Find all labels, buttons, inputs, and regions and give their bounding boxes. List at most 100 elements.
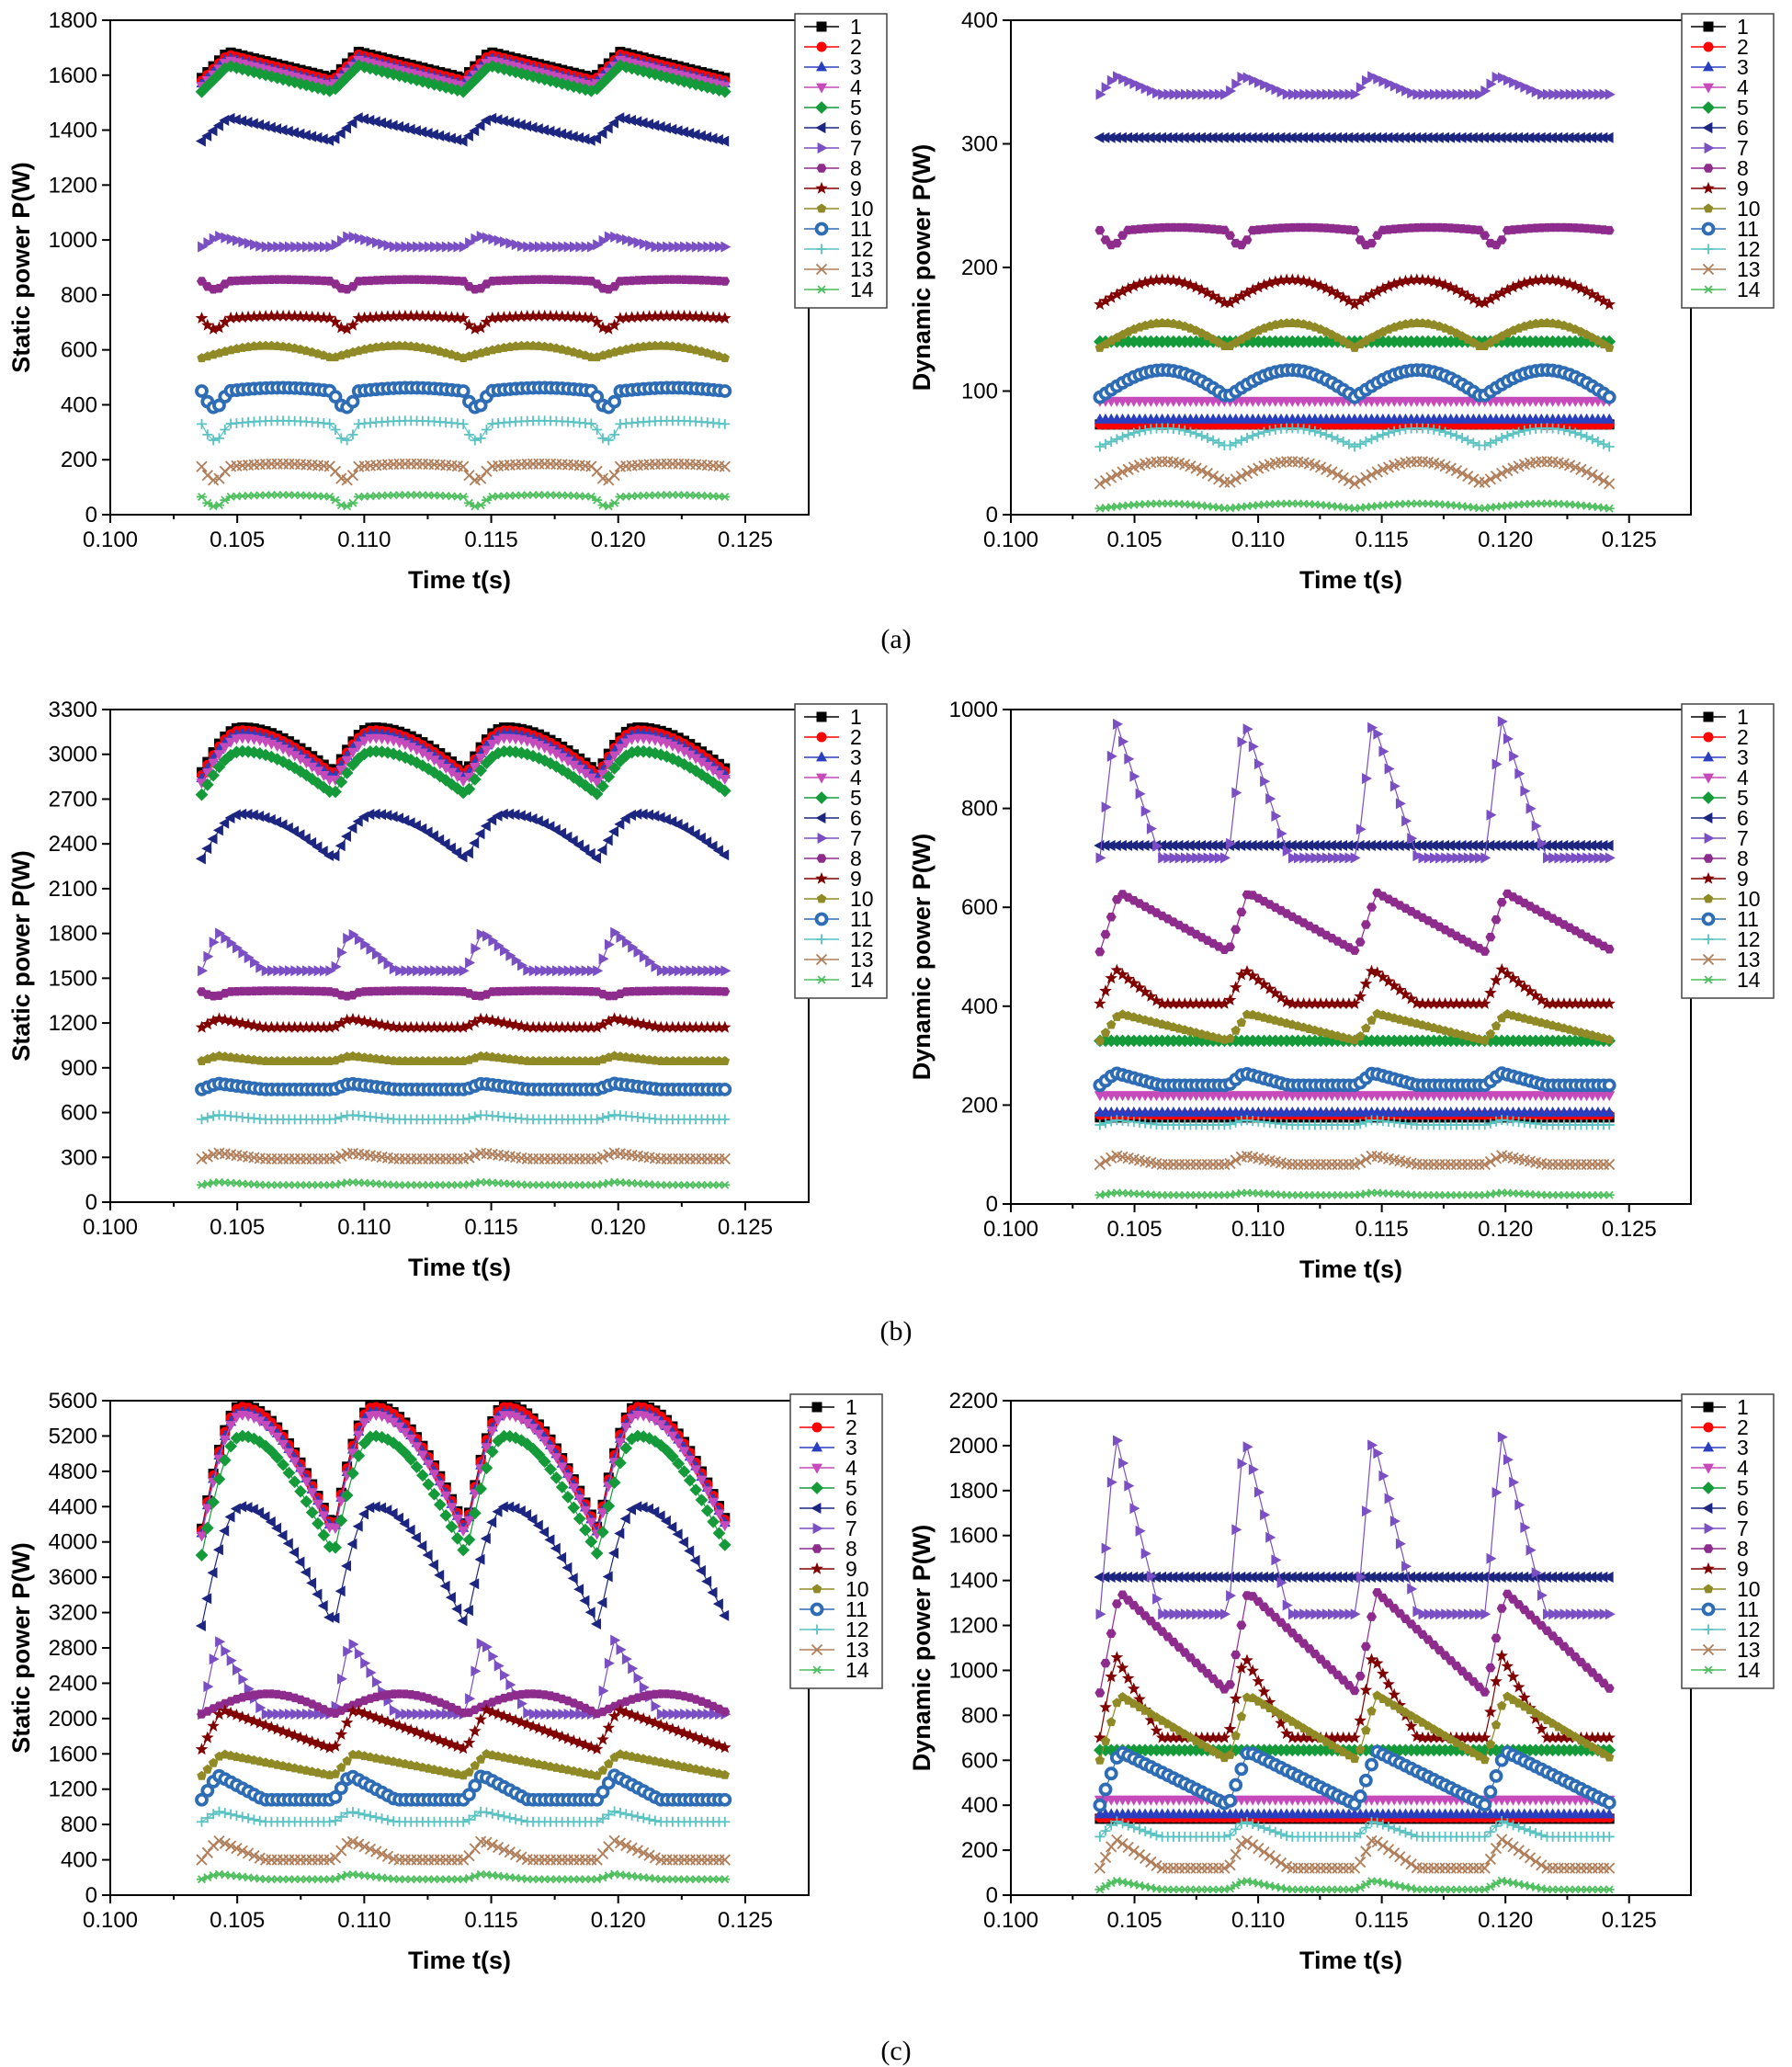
data-point <box>656 965 667 977</box>
data-point <box>608 751 620 762</box>
data-point <box>1604 944 1615 954</box>
data-point <box>709 965 720 977</box>
data-point <box>1180 88 1191 100</box>
data-point <box>1434 426 1445 437</box>
data-point <box>707 840 718 852</box>
data-point <box>247 118 258 130</box>
data-point <box>663 241 674 253</box>
data-point <box>1461 290 1474 301</box>
legend-label: 12 <box>850 237 874 261</box>
data-point <box>1162 997 1174 1009</box>
data-point <box>1128 839 1139 851</box>
data-point <box>1099 294 1112 307</box>
legend-label: 5 <box>1737 96 1749 119</box>
data-point <box>684 761 697 774</box>
data-point <box>1548 852 1559 864</box>
legend-marker <box>815 791 828 804</box>
data-point <box>1173 131 1184 143</box>
legend-entry: 8 <box>804 846 862 870</box>
y-tick-label: 1600 <box>49 63 97 88</box>
data-point <box>608 117 618 129</box>
data-point <box>1248 74 1259 86</box>
data-point <box>1253 76 1265 88</box>
plot-frame <box>109 709 810 1203</box>
data-point <box>614 59 627 73</box>
legend-entry: 13 <box>1691 257 1761 281</box>
data-point <box>1427 839 1438 851</box>
data-point <box>643 809 653 821</box>
data-point <box>329 465 342 477</box>
data-point <box>1230 473 1242 485</box>
data-point <box>313 241 324 253</box>
data-point <box>413 241 424 253</box>
data-point <box>666 123 677 135</box>
data-point <box>504 310 516 323</box>
legend-marker <box>815 121 826 134</box>
data-point <box>270 71 284 85</box>
data-point <box>654 309 667 322</box>
data-point <box>610 926 621 938</box>
data-point <box>1559 88 1571 100</box>
data-point <box>1231 437 1242 449</box>
data-point <box>360 233 371 245</box>
data-point <box>703 241 714 253</box>
data-point <box>1257 839 1268 851</box>
data-point <box>1260 79 1271 91</box>
data-point <box>317 83 331 97</box>
data-point <box>668 241 679 253</box>
legend-label: 9 <box>850 176 862 200</box>
data-point <box>1389 426 1400 437</box>
data-point <box>1140 83 1151 95</box>
data-point <box>1592 131 1603 143</box>
data-point <box>278 965 289 977</box>
data-point <box>427 1020 441 1033</box>
data-point <box>569 241 580 253</box>
data-point <box>515 310 528 323</box>
data-point <box>1150 131 1161 143</box>
data-point <box>458 277 469 286</box>
data-point <box>376 809 386 821</box>
data-point <box>1321 852 1333 864</box>
data-point <box>1095 852 1106 864</box>
legend-marker <box>1702 121 1713 134</box>
data-point <box>196 778 208 789</box>
data-point <box>1280 131 1291 143</box>
data-point <box>218 754 232 767</box>
data-point <box>1214 88 1225 100</box>
data-point <box>1543 852 1553 864</box>
data-point <box>579 133 590 145</box>
data-point <box>1201 997 1214 1009</box>
data-point <box>208 758 220 769</box>
data-point <box>422 128 433 140</box>
data-point <box>1604 478 1616 490</box>
data-point <box>474 764 487 778</box>
data-point <box>586 241 597 253</box>
data-point <box>642 310 656 323</box>
data-point <box>603 1111 614 1122</box>
data-point <box>1411 131 1422 143</box>
data-point <box>1405 131 1415 143</box>
data-point <box>555 77 569 90</box>
data-point <box>1359 839 1370 851</box>
data-point <box>1178 131 1189 143</box>
data-point <box>1207 470 1219 483</box>
data-point <box>1384 77 1395 89</box>
data-point <box>387 747 401 761</box>
chart-a-static: 0.100 0.105 0.110 0.115 0.120 0.1250200400600… <box>7 8 888 594</box>
data-point <box>677 126 688 138</box>
data-point <box>1463 88 1474 100</box>
data-point <box>555 1020 569 1033</box>
data-point <box>208 435 219 446</box>
legend-entry: 5 <box>804 786 862 810</box>
data-point <box>1146 823 1157 835</box>
data-point <box>1486 809 1497 821</box>
data-point <box>1303 276 1316 288</box>
data-point <box>1531 85 1542 97</box>
data-point <box>1349 946 1360 955</box>
x-tick-label: 0.105 <box>1107 528 1163 552</box>
legend-marker <box>1703 21 1714 32</box>
data-point <box>1252 839 1263 851</box>
data-point <box>1575 463 1587 475</box>
data-point <box>244 952 255 964</box>
data-point <box>1388 839 1399 851</box>
